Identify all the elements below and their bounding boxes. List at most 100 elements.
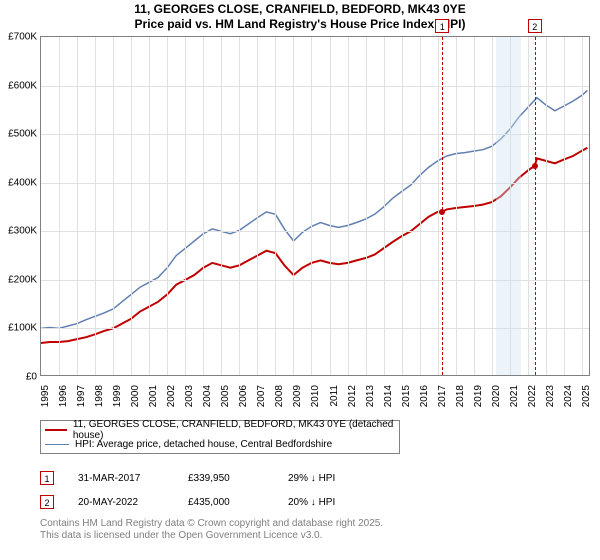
gridline-vertical xyxy=(420,37,421,375)
x-axis-label: 2019 xyxy=(474,385,484,417)
title-subtitle: Price paid vs. HM Land Registry's House … xyxy=(0,17,600,32)
gridline-vertical xyxy=(438,37,439,375)
x-axis-label: 2025 xyxy=(582,385,592,417)
legend-label: HPI: Average price, detached house, Cent… xyxy=(75,439,332,450)
sales-table: 1 31-MAR-2017£339,95029% ↓ HPI 2 20-MAY-202… xyxy=(40,466,335,514)
footer-line1: Contains HM Land Registry data © Crown c… xyxy=(40,518,383,530)
x-axis-label: 1998 xyxy=(95,385,105,417)
x-axis-label: 2016 xyxy=(420,385,430,417)
gridline-vertical xyxy=(582,37,583,375)
x-axis-label: 1995 xyxy=(41,385,51,417)
gridline-vertical xyxy=(402,37,403,375)
y-axis-label: £200K xyxy=(1,274,37,285)
footer-attribution: Contains HM Land Registry data © Crown c… xyxy=(40,518,383,542)
x-axis-label: 2023 xyxy=(546,385,556,417)
sale-id-box: 1 xyxy=(40,471,54,485)
sale-marker-label: 2 xyxy=(528,19,542,33)
gridline-vertical xyxy=(492,37,493,375)
gridline-vertical xyxy=(528,37,529,375)
x-axis-label: 2022 xyxy=(528,385,538,417)
chart-area: £0£100K£200K£300K£400K£500K£600K£700K199… xyxy=(40,36,590,406)
x-axis-label: 2007 xyxy=(257,385,267,417)
x-axis-label: 2013 xyxy=(366,385,376,417)
plot-region: £0£100K£200K£300K£400K£500K£600K£700K199… xyxy=(40,36,590,376)
gridline-vertical xyxy=(293,37,294,375)
sale-marker-line xyxy=(535,37,536,375)
gridline-vertical xyxy=(203,37,204,375)
sale-row: 1 31-MAR-2017£339,95029% ↓ HPI xyxy=(40,466,335,490)
title-address: 11, GEORGES CLOSE, CRANFIELD, BEDFORD, M… xyxy=(0,2,600,17)
gridline-vertical xyxy=(348,37,349,375)
x-axis-label: 2005 xyxy=(221,385,231,417)
x-axis-label: 2003 xyxy=(185,385,195,417)
x-axis-label: 1996 xyxy=(59,385,69,417)
sale-marker-line xyxy=(442,37,443,375)
y-axis-label: £600K xyxy=(1,80,37,91)
x-axis-label: 2004 xyxy=(203,385,213,417)
y-axis-label: £300K xyxy=(1,226,37,237)
y-axis-label: £500K xyxy=(1,129,37,140)
footer-line2: This data is licensed under the Open Gov… xyxy=(40,530,383,542)
gridline-vertical xyxy=(149,37,150,375)
gridline-vertical xyxy=(456,37,457,375)
gridline-vertical xyxy=(257,37,258,375)
legend-swatch xyxy=(45,429,67,431)
x-axis-label: 2014 xyxy=(384,385,394,417)
y-axis-label: £400K xyxy=(1,177,37,188)
gridline-vertical xyxy=(384,37,385,375)
sale-point xyxy=(439,209,445,215)
gridline-vertical xyxy=(474,37,475,375)
y-axis-label: £700K xyxy=(1,32,37,43)
legend: 11, GEORGES CLOSE, CRANFIELD, BEDFORD, M… xyxy=(40,420,400,454)
legend-swatch xyxy=(45,444,69,445)
gridline-vertical xyxy=(311,37,312,375)
covid-shade-region xyxy=(496,37,520,375)
x-axis-label: 2010 xyxy=(311,385,321,417)
x-axis-label: 2021 xyxy=(510,385,520,417)
x-axis-label: 2024 xyxy=(564,385,574,417)
sale-note: 20% ↓ HPI xyxy=(288,497,335,508)
x-axis-label: 2009 xyxy=(293,385,303,417)
x-axis-label: 2020 xyxy=(492,385,502,417)
sale-id-box: 2 xyxy=(40,495,54,509)
x-axis-label: 2011 xyxy=(330,385,340,417)
gridline-vertical xyxy=(95,37,96,375)
gridline-vertical xyxy=(366,37,367,375)
x-axis-label: 1999 xyxy=(113,385,123,417)
gridline-vertical xyxy=(185,37,186,375)
gridline-vertical xyxy=(167,37,168,375)
sale-price: £339,950 xyxy=(188,473,288,484)
sale-marker-label: 1 xyxy=(435,19,449,33)
x-axis-label: 2006 xyxy=(239,385,249,417)
gridline-vertical xyxy=(77,37,78,375)
sale-date: 20-MAY-2022 xyxy=(78,497,188,508)
gridline-vertical xyxy=(113,37,114,375)
gridline-vertical xyxy=(564,37,565,375)
gridline-vertical xyxy=(239,37,240,375)
title-block: 11, GEORGES CLOSE, CRANFIELD, BEDFORD, M… xyxy=(0,0,600,32)
x-axis-label: 2000 xyxy=(131,385,141,417)
y-axis-label: £0 xyxy=(1,372,37,383)
sale-row: 2 20-MAY-2022£435,00020% ↓ HPI xyxy=(40,490,335,514)
gridline-vertical xyxy=(59,37,60,375)
gridline-vertical xyxy=(546,37,547,375)
y-axis-label: £100K xyxy=(1,323,37,334)
sale-date: 31-MAR-2017 xyxy=(78,473,188,484)
x-axis-label: 2015 xyxy=(402,385,412,417)
gridline-vertical xyxy=(330,37,331,375)
gridline-vertical xyxy=(221,37,222,375)
legend-row: 11, GEORGES CLOSE, CRANFIELD, BEDFORD, M… xyxy=(45,423,395,437)
x-axis-label: 1997 xyxy=(77,385,87,417)
x-axis-label: 2001 xyxy=(149,385,159,417)
x-axis-label: 2012 xyxy=(348,385,358,417)
x-axis-label: 2008 xyxy=(275,385,285,417)
gridline-vertical xyxy=(275,37,276,375)
x-axis-label: 2017 xyxy=(438,385,448,417)
sale-price: £435,000 xyxy=(188,497,288,508)
sale-point xyxy=(532,163,538,169)
chart-container: 11, GEORGES CLOSE, CRANFIELD, BEDFORD, M… xyxy=(0,0,600,560)
gridline-vertical xyxy=(131,37,132,375)
x-axis-label: 2018 xyxy=(456,385,466,417)
sale-note: 29% ↓ HPI xyxy=(288,473,335,484)
x-axis-label: 2002 xyxy=(167,385,177,417)
